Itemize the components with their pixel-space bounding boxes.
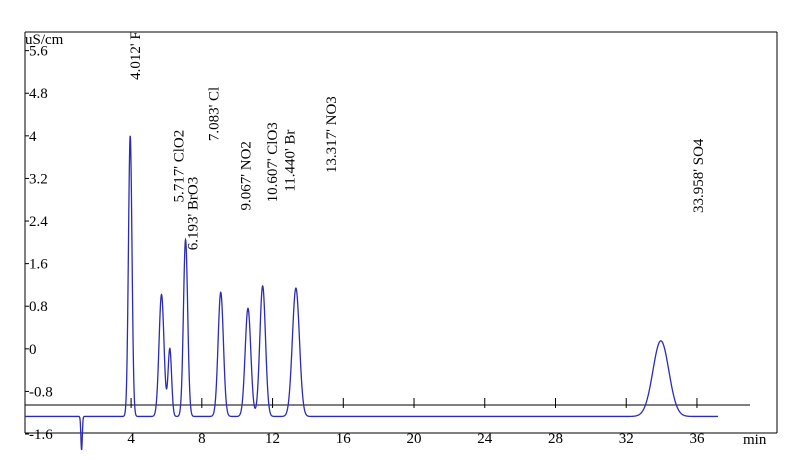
x-tick-label: 24: [477, 431, 493, 447]
peak-label: 33.958' SO4: [691, 138, 707, 213]
x-tick-label: 4: [127, 431, 135, 447]
y-tick-label: 0: [29, 342, 37, 358]
y-tick-label: 5.6: [29, 44, 48, 60]
x-tick-label: 8: [198, 431, 206, 447]
x-tick-label: 20: [407, 431, 422, 447]
x-tick-label: 12: [265, 431, 280, 447]
peak-label: 7.083' Cl: [207, 87, 223, 141]
x-tick-label: 32: [619, 431, 634, 447]
peak-label: 4.012' F: [128, 31, 144, 80]
peak-label: 6.193' BrO3: [185, 177, 201, 251]
peak-label: 9.067' NO2: [238, 141, 254, 210]
peak-label: 13.317' NO3: [324, 96, 340, 173]
x-tick-label: 16: [336, 431, 352, 447]
x-axis-ticks: 4 8 12 16 20 24 28 32 36: [127, 398, 705, 447]
peak-label: 10.607' ClO3: [265, 122, 281, 202]
y-tick-label: 4: [29, 129, 37, 145]
y-tick-label: 1.6: [29, 257, 48, 273]
y-tick-label: 0.8: [29, 299, 48, 315]
y-tick-label: -1.6: [29, 427, 53, 443]
y-tick-label: -0.8: [29, 384, 53, 400]
y-tick-label: 4.8: [29, 86, 48, 102]
y-axis-title: uS/cm: [25, 32, 64, 48]
x-tick-label: 28: [548, 431, 563, 447]
plot-frame: [24, 31, 778, 434]
y-tick-label: 3.2: [29, 171, 48, 187]
signal-line: [25, 135, 718, 451]
y-axis-ticks: -1.6 -0.8 0 0.8 1.6 2.4 3.2 4 4.8 5.6: [25, 44, 53, 443]
x-tick-label: 36: [689, 431, 705, 447]
peak-label: 5.717' ClO2: [171, 130, 187, 203]
peak-label: 11.440' Br: [283, 130, 299, 192]
chromatogram-trace: [25, 135, 718, 451]
y-tick-label: 2.4: [29, 214, 48, 230]
x-axis-title: min: [743, 432, 767, 448]
